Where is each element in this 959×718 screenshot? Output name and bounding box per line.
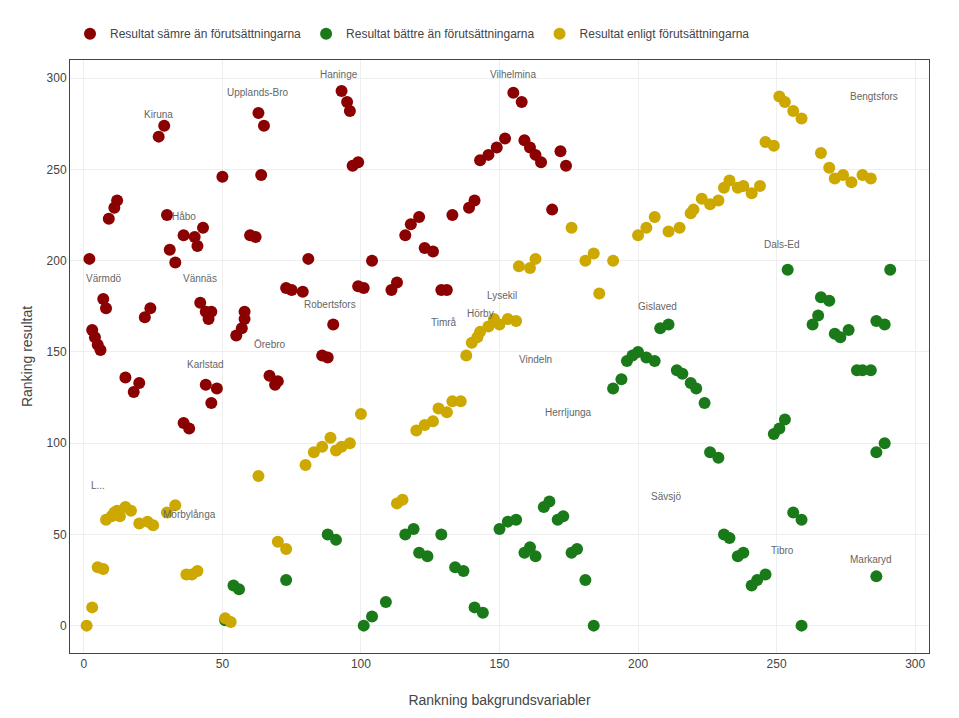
svg-text:Timrå: Timrå	[431, 317, 457, 328]
svg-text:Värmdö: Värmdö	[86, 273, 121, 284]
svg-text:250: 250	[47, 163, 67, 177]
svg-text:300: 300	[47, 71, 67, 85]
svg-text:Bengtsfors: Bengtsfors	[850, 91, 898, 102]
svg-text:Resultat enligt förutsättninga: Resultat enligt förutsättningarna	[580, 27, 750, 41]
svg-text:Herrljunga: Herrljunga	[545, 407, 592, 418]
svg-text:Gislaved: Gislaved	[638, 301, 677, 312]
svg-text:250: 250	[767, 657, 787, 671]
svg-text:L...: L...	[91, 480, 105, 491]
svg-text:Kiruna: Kiruna	[144, 109, 173, 120]
svg-text:200: 200	[47, 254, 67, 268]
svg-text:Ranking resultat: Ranking resultat	[19, 306, 35, 407]
svg-text:Robertsfors: Robertsfors	[304, 299, 356, 310]
svg-text:Karlstad: Karlstad	[187, 359, 224, 370]
svg-text:Vilhelmina: Vilhelmina	[490, 69, 536, 80]
svg-text:50: 50	[216, 657, 230, 671]
svg-text:Haninge: Haninge	[320, 69, 358, 80]
svg-text:Vännäs: Vännäs	[183, 273, 217, 284]
svg-text:150: 150	[489, 657, 509, 671]
svg-text:Vindeln: Vindeln	[519, 354, 552, 365]
svg-text:Resultat sämre än förutsättnin: Resultat sämre än förutsättningarna	[110, 27, 301, 41]
svg-text:150: 150	[47, 345, 67, 359]
svg-text:Sävsjö: Sävsjö	[651, 491, 681, 502]
svg-text:Örebro: Örebro	[254, 339, 286, 350]
svg-text:Lysekil: Lysekil	[487, 290, 517, 301]
svg-text:300: 300	[905, 657, 925, 671]
svg-text:Hörby: Hörby	[467, 308, 494, 319]
svg-text:Håbo: Håbo	[172, 211, 196, 222]
svg-text:50: 50	[53, 528, 67, 542]
svg-text:Dals-Ed: Dals-Ed	[764, 239, 800, 250]
svg-text:0: 0	[81, 657, 88, 671]
svg-text:0: 0	[60, 619, 67, 633]
svg-text:100: 100	[351, 657, 371, 671]
svg-text:100: 100	[47, 436, 67, 450]
svg-text:Markaryd: Markaryd	[850, 554, 892, 565]
svg-text:Upplands-Bro: Upplands-Bro	[227, 87, 289, 98]
svg-text:200: 200	[628, 657, 648, 671]
svg-text:Tibro: Tibro	[771, 545, 794, 556]
svg-text:Mörbylånga: Mörbylånga	[163, 509, 216, 520]
svg-text:Resultat bättre än förutsättni: Resultat bättre än förutsättningarna	[346, 27, 534, 41]
svg-text:Rankning bakgrundsvariabler: Rankning bakgrundsvariabler	[408, 692, 590, 708]
